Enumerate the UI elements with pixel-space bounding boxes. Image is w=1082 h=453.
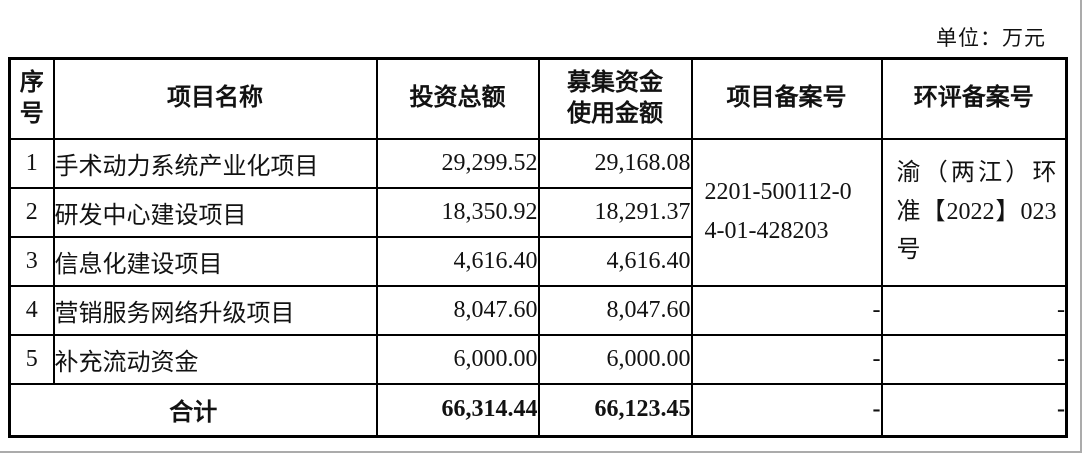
investment-cell: 6,000.00 <box>375 333 540 385</box>
total-raised-cell: 66,123.45 <box>537 382 693 438</box>
total-row: 合计 66,314.44 66,123.45 - - <box>8 382 1068 438</box>
project-filing-dash-cell: - <box>690 284 883 336</box>
header-serial: 序号 <box>8 57 55 140</box>
table-row: 4 营销服务网络升级项目 8,047.60 8,047.60 - - <box>8 284 1068 336</box>
total-eia-filing-dash-cell: - <box>880 382 1068 438</box>
total-project-filing-dash-cell: - <box>690 382 883 438</box>
serial-cell: 5 <box>8 333 55 385</box>
serial-cell: 3 <box>8 235 55 287</box>
raised-cell: 4,616.40 <box>537 235 693 287</box>
header-project-name: 项目名称 <box>52 57 378 140</box>
table-row: 3 信息化建设项目 4,616.40 4,616.40 <box>8 235 1067 287</box>
raised-cell: 6,000.00 <box>537 333 693 385</box>
total-label-cell: 合计 <box>8 382 378 438</box>
projects-table: 序号 项目名称 投资总额 募集资金 使用金额 项目备案号 环评备案号 1 手术动… <box>8 57 1068 438</box>
eia-filing-dash-cell: - <box>880 284 1068 336</box>
raised-cell: 29,168.08 <box>537 137 693 189</box>
project-name-cell: 营销服务网络升级项目 <box>52 284 378 336</box>
total-investment-cell: 66,314.44 <box>375 382 540 438</box>
table-row: 1 手术动力系统产业化项目 29,299.52 29,168.08 2201-5… <box>8 137 1068 287</box>
table-row: 5 补充流动资金 6,000.00 6,000.00 - - <box>8 333 1068 385</box>
project-name-cell: 补充流动资金 <box>52 333 378 385</box>
project-name-cell: 信息化建设项目 <box>52 235 378 287</box>
eia-filing-number: 渝（两江）环准【2022】023号 <box>896 159 1057 264</box>
project-filing-cell: 2201-500112-04-01-428203 <box>690 137 883 287</box>
investment-cell: 18,350.92 <box>375 186 540 238</box>
investment-cell: 29,299.52 <box>375 137 540 189</box>
header-eia-filing-no: 环评备案号 <box>880 57 1068 140</box>
serial-cell: 2 <box>8 186 55 238</box>
table-row: 2 研发中心建设项目 18,350.92 18,291.37 <box>8 186 1067 238</box>
raised-cell: 8,047.60 <box>537 284 693 336</box>
project-name-cell: 研发中心建设项目 <box>52 186 378 238</box>
table-header-row: 序号 项目名称 投资总额 募集资金 使用金额 项目备案号 环评备案号 <box>8 57 1068 140</box>
header-total-investment: 投资总额 <box>375 57 540 140</box>
investment-cell: 8,047.60 <box>375 284 540 336</box>
project-filing-number: 2201-500112-04-01-428203 <box>704 179 852 244</box>
project-name-cell: 手术动力系统产业化项目 <box>52 137 378 189</box>
header-raised-funds-used: 募集资金 使用金额 <box>537 57 693 140</box>
investment-cell: 4,616.40 <box>375 235 540 287</box>
project-filing-dash-cell: - <box>690 333 883 385</box>
eia-filing-dash-cell: - <box>880 333 1068 385</box>
raised-cell: 18,291.37 <box>537 186 693 238</box>
serial-cell: 4 <box>8 284 55 336</box>
serial-cell: 1 <box>8 137 55 189</box>
eia-filing-cell: 渝（两江）环准【2022】023号 <box>880 137 1068 287</box>
header-project-filing-no: 项目备案号 <box>690 57 883 140</box>
unit-label: 单位：万元 <box>936 26 1046 50</box>
